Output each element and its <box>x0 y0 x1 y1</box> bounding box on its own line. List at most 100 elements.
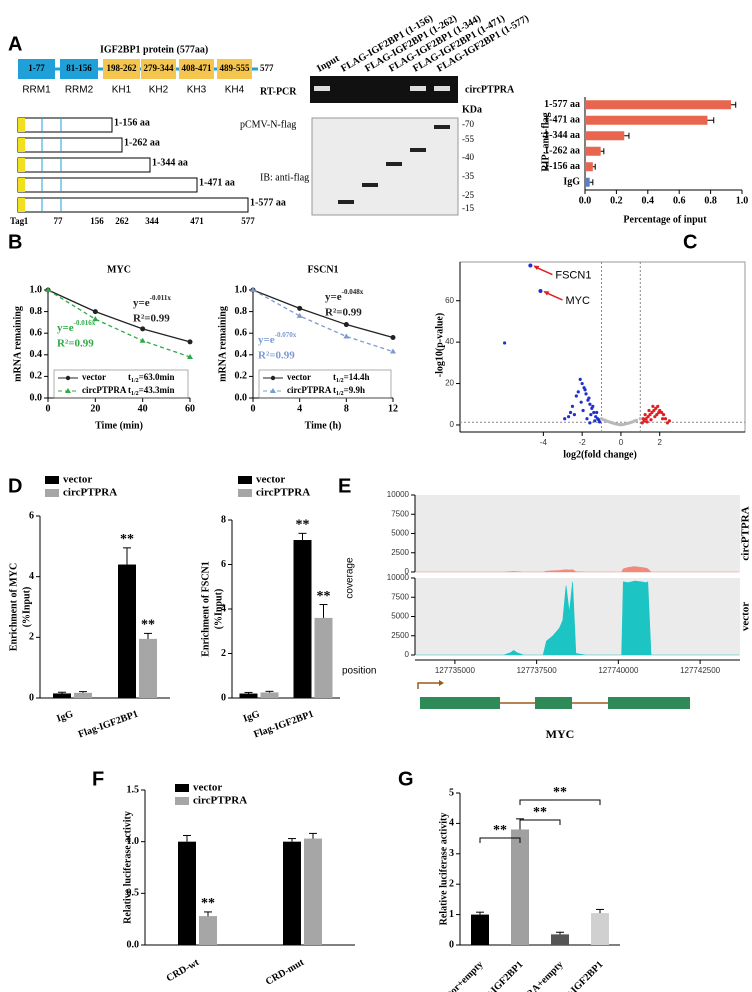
point <box>588 402 592 406</box>
point <box>566 415 571 419</box>
bracket <box>519 799 601 805</box>
point <box>632 419 637 423</box>
y-tick-label: 6 <box>29 510 34 521</box>
y-axis-label: mRNA remaining <box>217 306 228 382</box>
point <box>605 419 609 423</box>
legend-swatch <box>45 476 59 484</box>
half-life-t: t <box>128 372 131 382</box>
construct-label: 1-577 aa <box>250 197 286 208</box>
bar <box>585 131 625 141</box>
significance: ** <box>533 805 547 820</box>
flag-tag <box>18 138 25 152</box>
marker <box>343 322 349 328</box>
pcr-band <box>314 86 330 91</box>
y-tick-label: 2500 <box>391 548 409 557</box>
wb-band <box>362 183 378 187</box>
legend-label: vector <box>193 782 222 794</box>
half-life-sub: 1/2 <box>336 378 344 384</box>
half-life: t1/2=43.3min <box>128 385 175 397</box>
y-tick-label: 0.2 <box>30 371 43 382</box>
legend-swatch <box>45 489 59 497</box>
bar <box>585 177 590 187</box>
point <box>584 392 588 396</box>
x-tick-label: 0 <box>251 403 256 414</box>
x-tick-label: -4 <box>540 438 548 447</box>
point <box>661 413 666 417</box>
legend-swatch <box>238 476 252 484</box>
y-tick-label: 5000 <box>391 612 409 621</box>
y-tick-label: 0 <box>221 692 226 703</box>
point <box>593 419 597 423</box>
point <box>640 421 644 425</box>
legend-label: circPTPRA <box>256 487 310 499</box>
bracket <box>479 837 521 843</box>
point <box>613 422 617 426</box>
track-background <box>415 578 740 655</box>
exon <box>420 697 500 709</box>
fit-base: y=e <box>57 322 74 334</box>
y-axis-label: mRNA remaining <box>12 306 23 382</box>
marker <box>296 312 303 318</box>
construct-label: 1-262 aa <box>124 137 160 148</box>
panel-label: C <box>683 231 697 253</box>
construct <box>17 197 249 213</box>
legend-label: circPTPRA <box>287 385 332 395</box>
significance: ** <box>141 618 155 633</box>
line <box>47 289 191 343</box>
y-tick-label: 40 <box>445 337 454 346</box>
legend-label: vector <box>256 474 285 486</box>
half-life-sub: 1/2 <box>336 391 344 397</box>
bar <box>118 564 136 698</box>
point <box>574 394 578 398</box>
x-tick-label: 0 <box>619 438 624 447</box>
legend-label: circPTPRA <box>63 487 117 499</box>
y-tick-label: 0.0 <box>30 392 43 403</box>
flag-tag <box>18 178 25 192</box>
point <box>617 422 621 427</box>
y-tick-label: 60 <box>445 296 454 305</box>
domain-name: KH1 <box>112 85 132 96</box>
marker <box>139 337 146 343</box>
flag-tag <box>18 158 25 172</box>
y-tick-label: 1.0 <box>30 284 43 295</box>
position-label: 262 <box>115 216 129 226</box>
marker-label: -15 <box>462 203 474 213</box>
y-tick-label: 6 <box>221 559 226 570</box>
half-life: t1/2=63.0min <box>128 372 175 384</box>
point <box>595 410 599 415</box>
point <box>576 390 580 394</box>
point <box>579 400 583 404</box>
domain-range: 489-555 <box>220 63 250 73</box>
fit-r2: R²=0.99 <box>133 313 170 325</box>
half-life-t: t <box>333 372 336 382</box>
domain <box>217 59 252 79</box>
significance: ** <box>201 896 215 911</box>
x-tick-label: IgG <box>55 709 75 725</box>
x-axis-label: Time (h) <box>305 420 342 431</box>
fit-equation: y=e-0.011x <box>133 294 171 309</box>
bar <box>283 841 301 945</box>
point <box>667 419 671 423</box>
bracket <box>519 819 561 825</box>
bar <box>139 638 157 698</box>
construct <box>17 157 151 173</box>
x-tick-label: 0.0 <box>579 195 592 206</box>
y-tick-label: 4 <box>221 603 226 614</box>
marker-label: -35 <box>462 171 474 181</box>
x-axis-label: Time (min) <box>95 420 143 431</box>
x-tick-label: 1.0 <box>736 195 749 206</box>
legend-marker <box>65 388 71 393</box>
panel-label: B <box>8 231 22 253</box>
point <box>653 415 657 419</box>
point <box>594 415 598 419</box>
point <box>621 422 625 427</box>
kda-label: KDa <box>462 104 482 115</box>
pcr-band <box>434 86 450 91</box>
y-tick-label: 0.2 <box>235 371 248 382</box>
x-tick-label: 127742500 <box>680 666 721 675</box>
significance: ** <box>493 823 507 838</box>
position-label: 1 <box>24 216 29 226</box>
point <box>651 404 655 408</box>
y-tick-label: 1.5 <box>127 784 140 795</box>
